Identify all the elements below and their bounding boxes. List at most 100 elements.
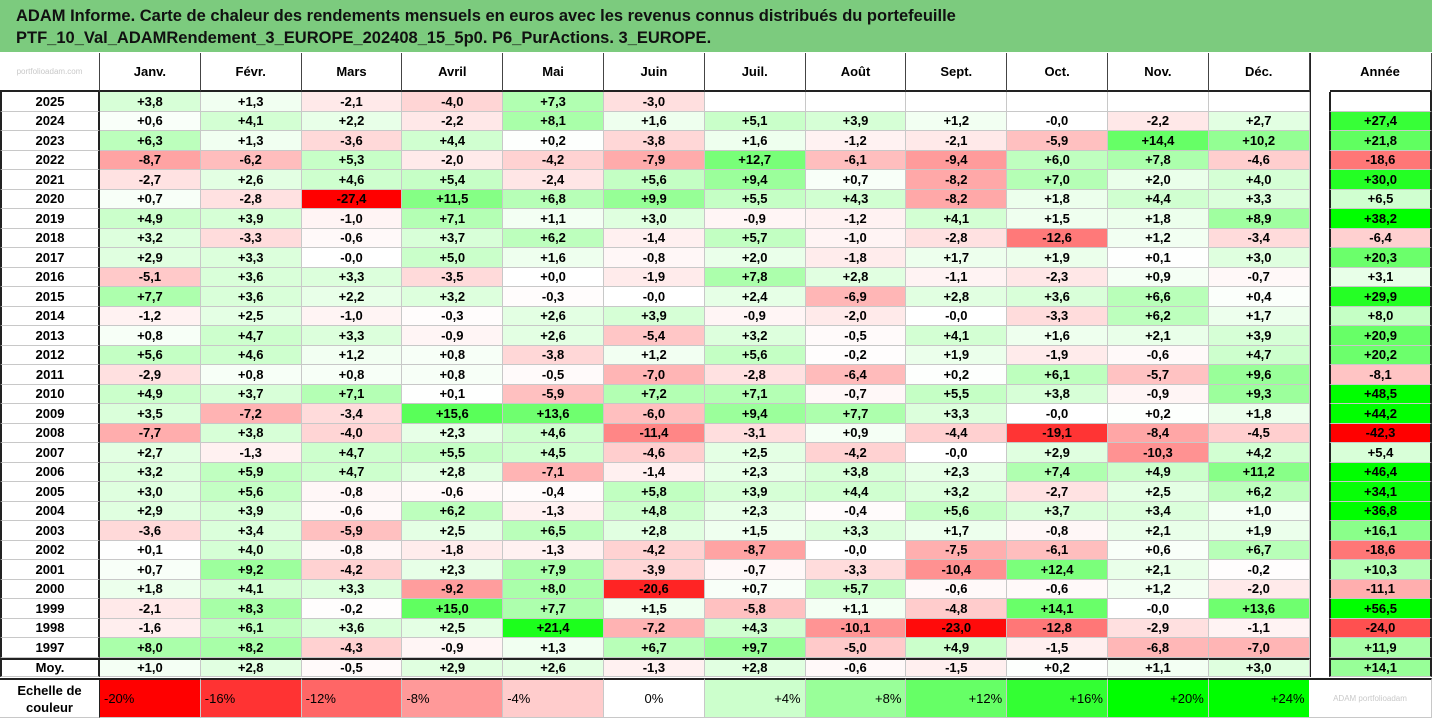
- heatmap-cell: +4,6: [503, 423, 604, 443]
- heatmap-cell: -7,0: [1208, 638, 1310, 658]
- annual-cell: +10,3: [1329, 560, 1432, 580]
- legend-swatch: +16%: [1007, 678, 1108, 718]
- heatmap-cell: +8,3: [200, 599, 302, 619]
- heatmap-cell: +10,2: [1208, 131, 1310, 151]
- annual-cell: +44,2: [1329, 404, 1432, 424]
- year-label: 2004: [0, 501, 100, 521]
- heatmap-cell: -2,8: [906, 228, 1008, 248]
- legend-label: Echelle de couleur: [0, 678, 100, 718]
- heatmap-cell: +3,4: [1108, 501, 1209, 521]
- year-label: 2023: [0, 131, 100, 151]
- heatmap-cell: +7,8: [1108, 150, 1209, 170]
- heatmap-cell: +7,9: [503, 560, 604, 580]
- heatmap-cell: -4,8: [906, 599, 1008, 619]
- heatmap-cell: -5,9: [1007, 131, 1108, 151]
- heatmap-cell: +9,7: [704, 638, 806, 658]
- heatmap-cell: +0,8: [402, 365, 504, 385]
- annual-cell: +20,2: [1329, 345, 1432, 365]
- heatmap-cell: +3,0: [100, 482, 201, 502]
- heatmap-cell: -27,4: [301, 189, 403, 209]
- heatmap-cell: -0,6: [402, 482, 504, 502]
- average-cell: -0,6: [805, 657, 907, 677]
- heatmap-cell: [805, 92, 907, 112]
- heatmap-cell: +4,3: [704, 618, 806, 638]
- column-header-8: Août: [805, 53, 907, 92]
- heatmap-cell: +6,5: [503, 521, 604, 541]
- average-cell: +2,9: [402, 657, 504, 677]
- heatmap-cell: +13,6: [1208, 599, 1310, 619]
- heatmap-cell: +3,8: [805, 462, 907, 482]
- heatmap-cell: +0,7: [704, 579, 806, 599]
- heatmap-cell: +7,7: [100, 287, 201, 307]
- heatmap-cell: -0,6: [906, 579, 1008, 599]
- heatmap-cell: -3,8: [604, 131, 705, 151]
- legend-swatch: -8%: [402, 678, 504, 718]
- heatmap-cell: -4,5: [1208, 423, 1310, 443]
- heatmap-cell: -5,9: [301, 521, 403, 541]
- annual-cell: -24,0: [1329, 618, 1432, 638]
- heatmap-cell: +4,2: [1208, 443, 1310, 463]
- heatmap-cell: -1,2: [805, 209, 907, 229]
- heatmap-cell: -7,1: [503, 462, 604, 482]
- year-label: 2020: [0, 189, 100, 209]
- heatmap-cell: +1,9: [906, 345, 1008, 365]
- heatmap-cell: +7,7: [805, 404, 907, 424]
- legend-swatch: +8%: [805, 678, 907, 718]
- heatmap-cell: +1,5: [604, 599, 705, 619]
- heatmap-cell: +1,5: [704, 521, 806, 541]
- heatmap-cell: +7,7: [503, 599, 604, 619]
- heatmap-cell: -9,4: [906, 150, 1008, 170]
- heatmap-cell: -23,0: [906, 618, 1008, 638]
- heatmap-cell: -7,7: [100, 423, 201, 443]
- heatmap-cell: -10,4: [906, 560, 1008, 580]
- legend-swatch: +20%: [1108, 678, 1209, 718]
- heatmap-cell: +7,8: [704, 267, 806, 287]
- heatmap-cell: +14,4: [1108, 131, 1209, 151]
- heatmap-cell: -0,0: [301, 248, 403, 268]
- legend-swatch: -4%: [503, 678, 604, 718]
- heatmap-cell: +4,1: [200, 111, 302, 131]
- heatmap-cell: +6,1: [1007, 365, 1108, 385]
- average-cell: -1,5: [906, 657, 1008, 677]
- annual-cell: +6,5: [1329, 189, 1432, 209]
- heatmap-cell: +2,8: [906, 287, 1008, 307]
- heatmap-cell: -12,6: [1007, 228, 1108, 248]
- average-cell: +2,6: [503, 657, 604, 677]
- heatmap-cell: -5,0: [805, 638, 907, 658]
- heatmap-cell: +2,9: [100, 248, 201, 268]
- heatmap-cell: +3,8: [100, 92, 201, 112]
- annual-cell: +27,4: [1329, 111, 1432, 131]
- heatmap-cell: -8,4: [1108, 423, 1209, 443]
- heatmap-cell: +3,8: [200, 423, 302, 443]
- heatmap-cell: -4,2: [503, 150, 604, 170]
- average-cell: +1,1: [1108, 657, 1209, 677]
- heatmap-cell: +4,7: [200, 326, 302, 346]
- heatmap-cell: +4,4: [805, 482, 907, 502]
- heatmap-cell: +6,2: [402, 501, 504, 521]
- year-label: 2008: [0, 423, 100, 443]
- heatmap-cell: -0,0: [1007, 111, 1108, 131]
- heatmap-cell: -1,9: [1007, 345, 1108, 365]
- heatmap-cell: +2,7: [1208, 111, 1310, 131]
- heatmap-cell: -3,6: [301, 131, 403, 151]
- heatmap-cell: +3,3: [301, 579, 403, 599]
- heatmap-cell: -0,2: [301, 599, 403, 619]
- year-label: 1997: [0, 638, 100, 658]
- heatmap-cell: +4,6: [301, 170, 403, 190]
- column-header-10: Oct.: [1007, 53, 1108, 92]
- legend-swatch: -16%: [200, 678, 302, 718]
- heatmap-cell: +7,4: [1007, 462, 1108, 482]
- heatmap-cell: +3,6: [200, 267, 302, 287]
- heatmap-cell: +5,6: [604, 170, 705, 190]
- heatmap-cell: -0,7: [704, 560, 806, 580]
- heatmap-cell: [1007, 92, 1108, 112]
- heatmap-cell: [704, 92, 806, 112]
- heatmap-cell: [906, 92, 1008, 112]
- heatmap-cell: -0,9: [402, 638, 504, 658]
- year-label: 2021: [0, 170, 100, 190]
- heatmap-cell: -3,4: [301, 404, 403, 424]
- heatmap-cell: +3,3: [301, 267, 403, 287]
- heatmap-cell: -0,9: [402, 326, 504, 346]
- heatmap-cell: +3,2: [100, 228, 201, 248]
- heatmap-cell: +2,1: [1108, 521, 1209, 541]
